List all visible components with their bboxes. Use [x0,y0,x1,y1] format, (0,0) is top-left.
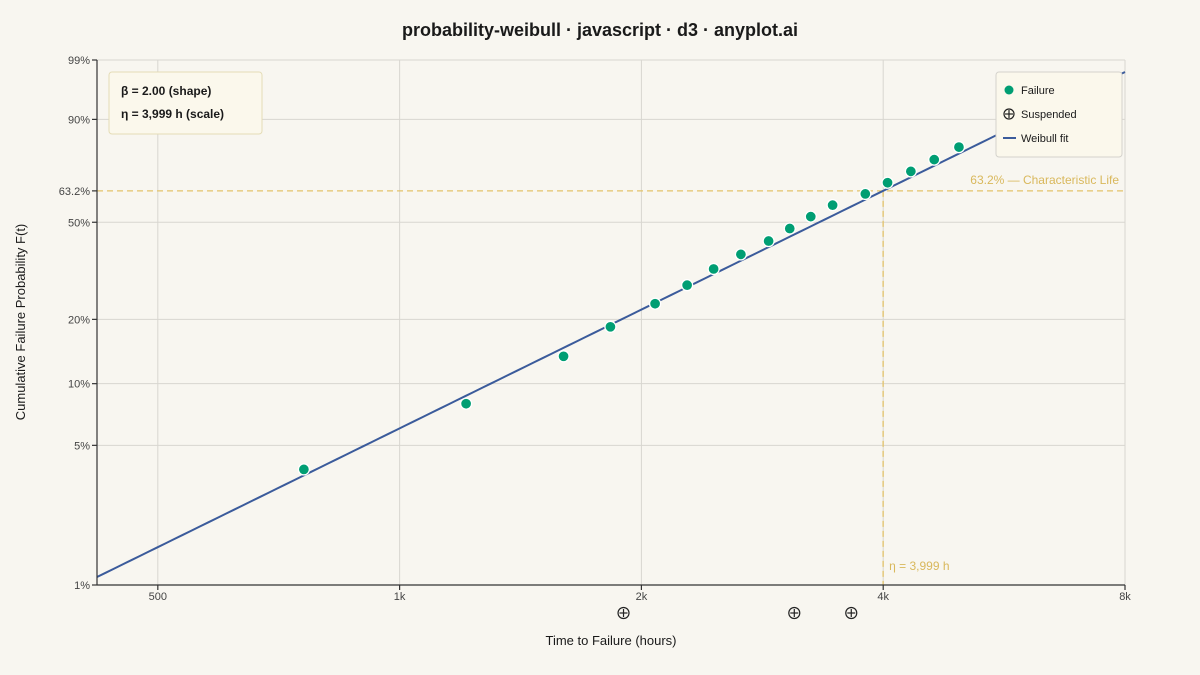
chart-title: probability-weibull · javascript · d3 · … [402,20,798,40]
legend-failure-label: Failure [1021,85,1055,97]
y-tick-label: 1% [74,580,90,592]
x-tick-label: 1k [394,591,406,603]
failure-point [680,279,694,292]
parameters-box: β = 2.00 (shape) η = 3,999 h (scale) [108,71,263,135]
failure-point [859,187,872,201]
failure-point [734,248,748,261]
y-tick-label: 90% [68,114,90,126]
failure-point [928,153,941,166]
x-tick-label: 8k [1119,591,1131,603]
failure-point [804,210,817,223]
failure-point [881,176,894,189]
points-layer [297,140,966,620]
y-tick-label: 99% [68,55,90,67]
x-tick-label: 2k [636,591,648,603]
failure-point [783,222,796,235]
legend-suspended-marker [1003,108,1015,120]
failure-point [826,199,839,212]
legend: Failure Suspended Weibull fit [995,71,1123,158]
x-axis-label: Time to Failure (hours) [546,633,677,648]
suspended-marker [617,606,630,620]
failure-point [557,350,570,363]
suspended-marker [788,606,801,620]
reference-lines: 63.2% — Characteristic Life η = 3,999 h [97,173,1125,585]
failure-point [459,397,473,410]
failure-point [297,463,311,476]
failure-point [707,262,720,276]
legend-failure-marker [1004,85,1014,95]
failure-point [604,320,617,333]
legend-suspended-label: Suspended [1021,109,1077,121]
failure-point [648,297,662,310]
y-tick-label: 20% [68,314,90,326]
eta-label: η = 3,999 h [889,559,949,573]
suspended-ring [788,606,801,620]
x-tick-label: 500 [149,591,167,603]
suspended-ring [845,606,858,620]
failure-point [762,234,775,248]
failure-point [952,140,966,154]
x-tick-label: 4k [877,591,889,603]
y-axis-label: Cumulative Failure Probability F(t) [13,224,28,421]
legend-fit-label: Weibull fit [1021,133,1068,145]
suspended-marker [845,606,858,620]
characteristic-life-label: 63.2% — Characteristic Life [970,173,1119,187]
axes-layer: 500 1k 2k 4k 8k 1% 5% 10% 20% 50% 63.2% 90% 99% [59,55,1132,603]
y-tick-label: 50% [68,217,90,229]
y-tick-label: 63.2% [59,186,90,198]
scale-parameter: η = 3,999 h (scale) [121,107,224,121]
y-tick-label: 10% [68,379,90,391]
y-tick-label: 5% [74,440,90,452]
shape-parameter: β = 2.00 (shape) [121,84,211,98]
suspended-ring [617,606,630,620]
failure-point [904,165,918,178]
